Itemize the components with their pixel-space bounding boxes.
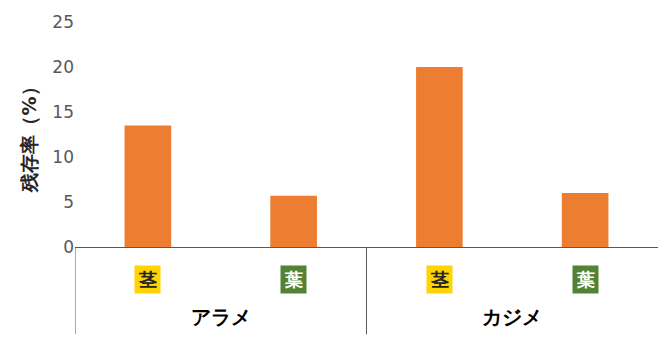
svg-text:10: 10 [52, 147, 74, 167]
svg-text:0: 0 [63, 237, 74, 257]
svg-text:茎: 茎 [138, 269, 157, 290]
svg-text:葉: 葉 [284, 269, 303, 290]
svg-text:カジメ: カジメ [482, 305, 542, 329]
svg-text:茎: 茎 [430, 269, 449, 290]
svg-text:25: 25 [52, 12, 74, 32]
svg-text:5: 5 [63, 192, 74, 212]
svg-text:残存率（%）: 残存率（%） [18, 77, 40, 192]
svg-text:アラメ: アラメ [191, 305, 251, 329]
svg-text:15: 15 [52, 102, 74, 122]
svg-text:20: 20 [52, 57, 74, 77]
svg-text:葉: 葉 [576, 269, 595, 290]
